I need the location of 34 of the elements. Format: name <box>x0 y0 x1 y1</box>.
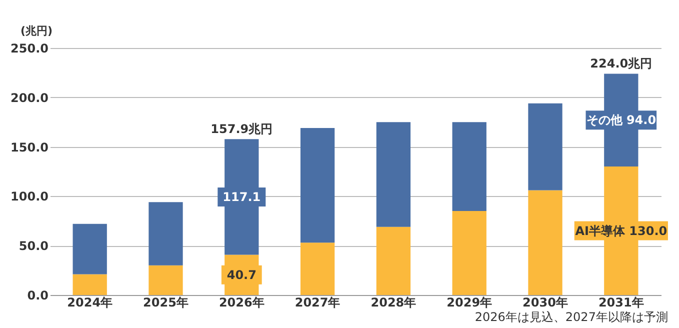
bar <box>452 211 486 295</box>
bar <box>528 190 562 295</box>
bar <box>528 103 562 190</box>
bar <box>376 226 411 295</box>
bar <box>300 242 335 295</box>
y-tick-label: 0.0 <box>27 288 48 302</box>
bar <box>376 122 411 227</box>
data-label: 40.7 <box>226 268 256 282</box>
total-label: 157.9兆円 <box>210 122 273 136</box>
y-tick-label: 200.0 <box>10 90 48 105</box>
x-tick-label: 2025年 <box>143 296 188 310</box>
x-tick-label: 2028年 <box>370 296 416 310</box>
total-label: 224.0兆円 <box>590 56 652 71</box>
bar <box>148 202 183 266</box>
bar <box>72 224 107 274</box>
x-tick-label: 2030年 <box>522 296 568 310</box>
y-tick-label: 150.0 <box>10 140 48 154</box>
y-axis-title: (兆円) <box>20 24 53 38</box>
x-tick-label: 2031年 <box>598 296 644 310</box>
bar <box>72 274 107 295</box>
bar <box>452 122 486 212</box>
data-label: その他 94.0 <box>586 113 656 128</box>
y-tick-label: 50.0 <box>18 239 48 254</box>
x-tick-label: 2024年 <box>67 296 113 310</box>
x-tick-label: 2027年 <box>294 296 340 310</box>
x-tick-label: 2026年 <box>218 296 264 310</box>
x-tick-label: 2029年 <box>446 296 492 310</box>
y-tick-label: 100.0 <box>10 190 48 204</box>
data-label: 117.1 <box>222 190 261 204</box>
text: 2026年は見込、2027年以降は予測 <box>474 310 668 324</box>
y-tick-label: 250.0 <box>10 42 48 56</box>
bar <box>148 265 183 295</box>
bar <box>300 128 335 243</box>
data-label: AI半導体 130.0 <box>575 224 668 238</box>
